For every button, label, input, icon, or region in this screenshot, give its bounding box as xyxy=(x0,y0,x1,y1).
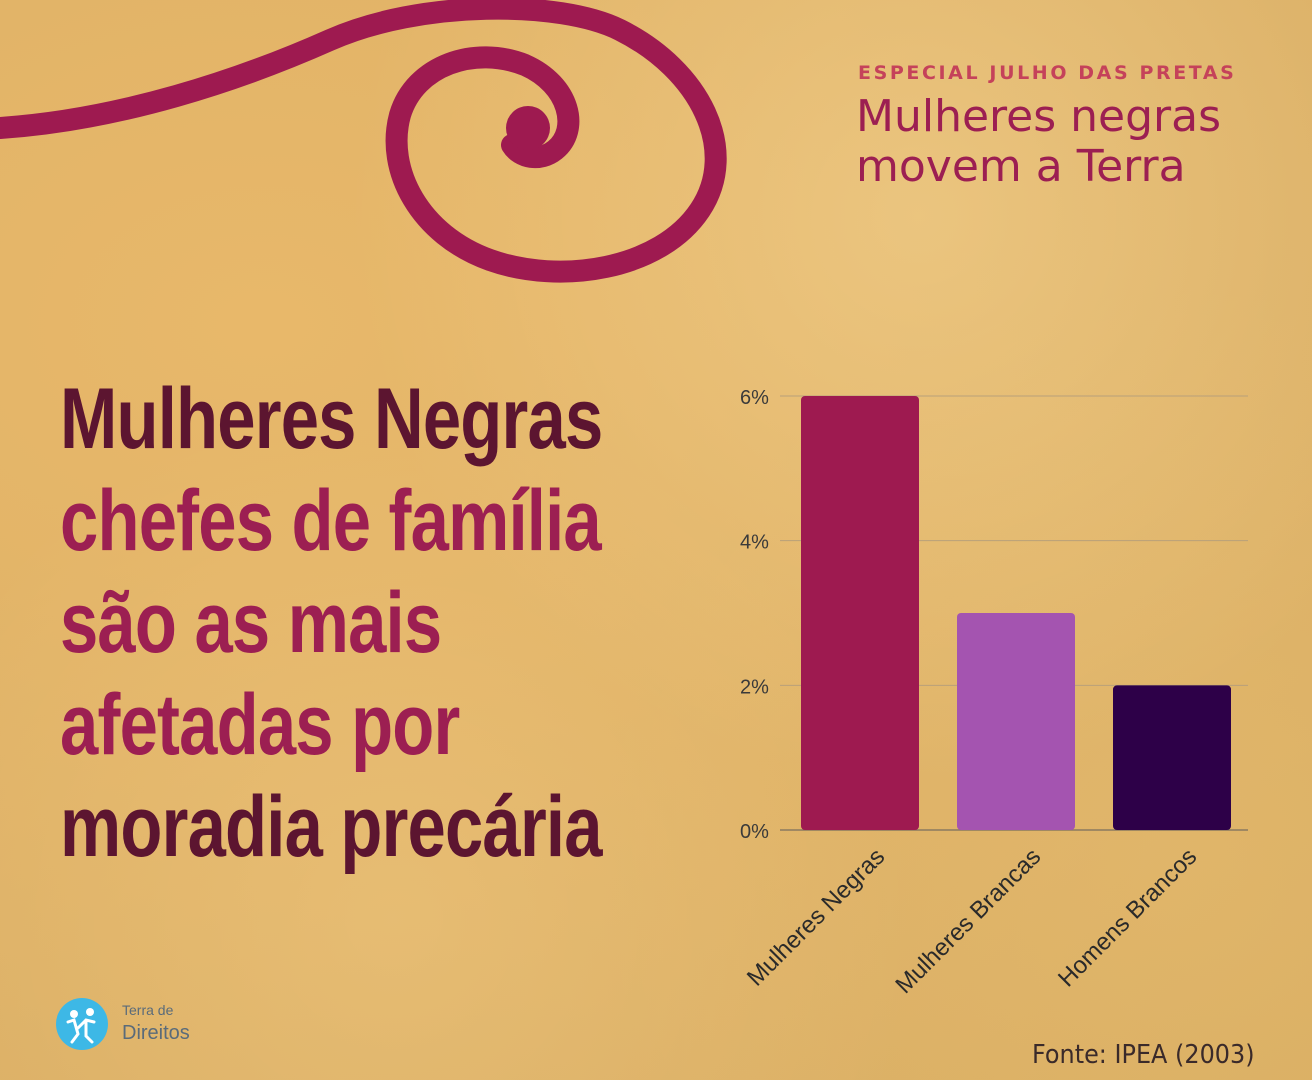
bar-mulheres-negras xyxy=(801,396,919,830)
logo-text-line2: Direitos xyxy=(122,1022,190,1044)
headline-line4: afetadas por xyxy=(60,677,460,773)
tagline: Mulheres negras movem a Terra xyxy=(856,92,1296,192)
bar-mulheres-brancas xyxy=(957,613,1075,830)
logo-text-line1: Terra de xyxy=(122,1002,174,1018)
source-note: Fonte: IPEA (2003) xyxy=(1032,1040,1255,1070)
x-tick-label: Mulheres Negras xyxy=(742,843,890,991)
tagline-line1: Mulheres negras xyxy=(856,91,1221,142)
x-tick-label: Homens Brancos xyxy=(1053,843,1202,992)
logo: Terra de Direitos xyxy=(56,998,216,1058)
y-tick-label: 4% xyxy=(740,532,769,554)
logo-icon xyxy=(56,998,108,1050)
y-tick-label: 0% xyxy=(740,821,769,843)
y-tick-label: 6% xyxy=(740,387,769,409)
headline-line5: moradia precária xyxy=(60,779,603,875)
y-tick-label: 2% xyxy=(740,676,769,698)
kicker-text: ESPECIAL JULHO DAS PRETAS xyxy=(858,62,1237,84)
decorative-swirl xyxy=(0,0,727,283)
x-tick-label: Mulheres Brancas xyxy=(890,843,1046,999)
bar-homens-brancos xyxy=(1113,685,1231,830)
headline: Mulheres Negras chefes de família são as… xyxy=(60,368,603,878)
tagline-line2: movem a Terra xyxy=(856,141,1186,192)
headline-line3: são as mais xyxy=(60,575,442,671)
headline-line1: Mulheres Negras xyxy=(60,371,603,467)
headline-line2: chefes de família xyxy=(60,473,602,569)
